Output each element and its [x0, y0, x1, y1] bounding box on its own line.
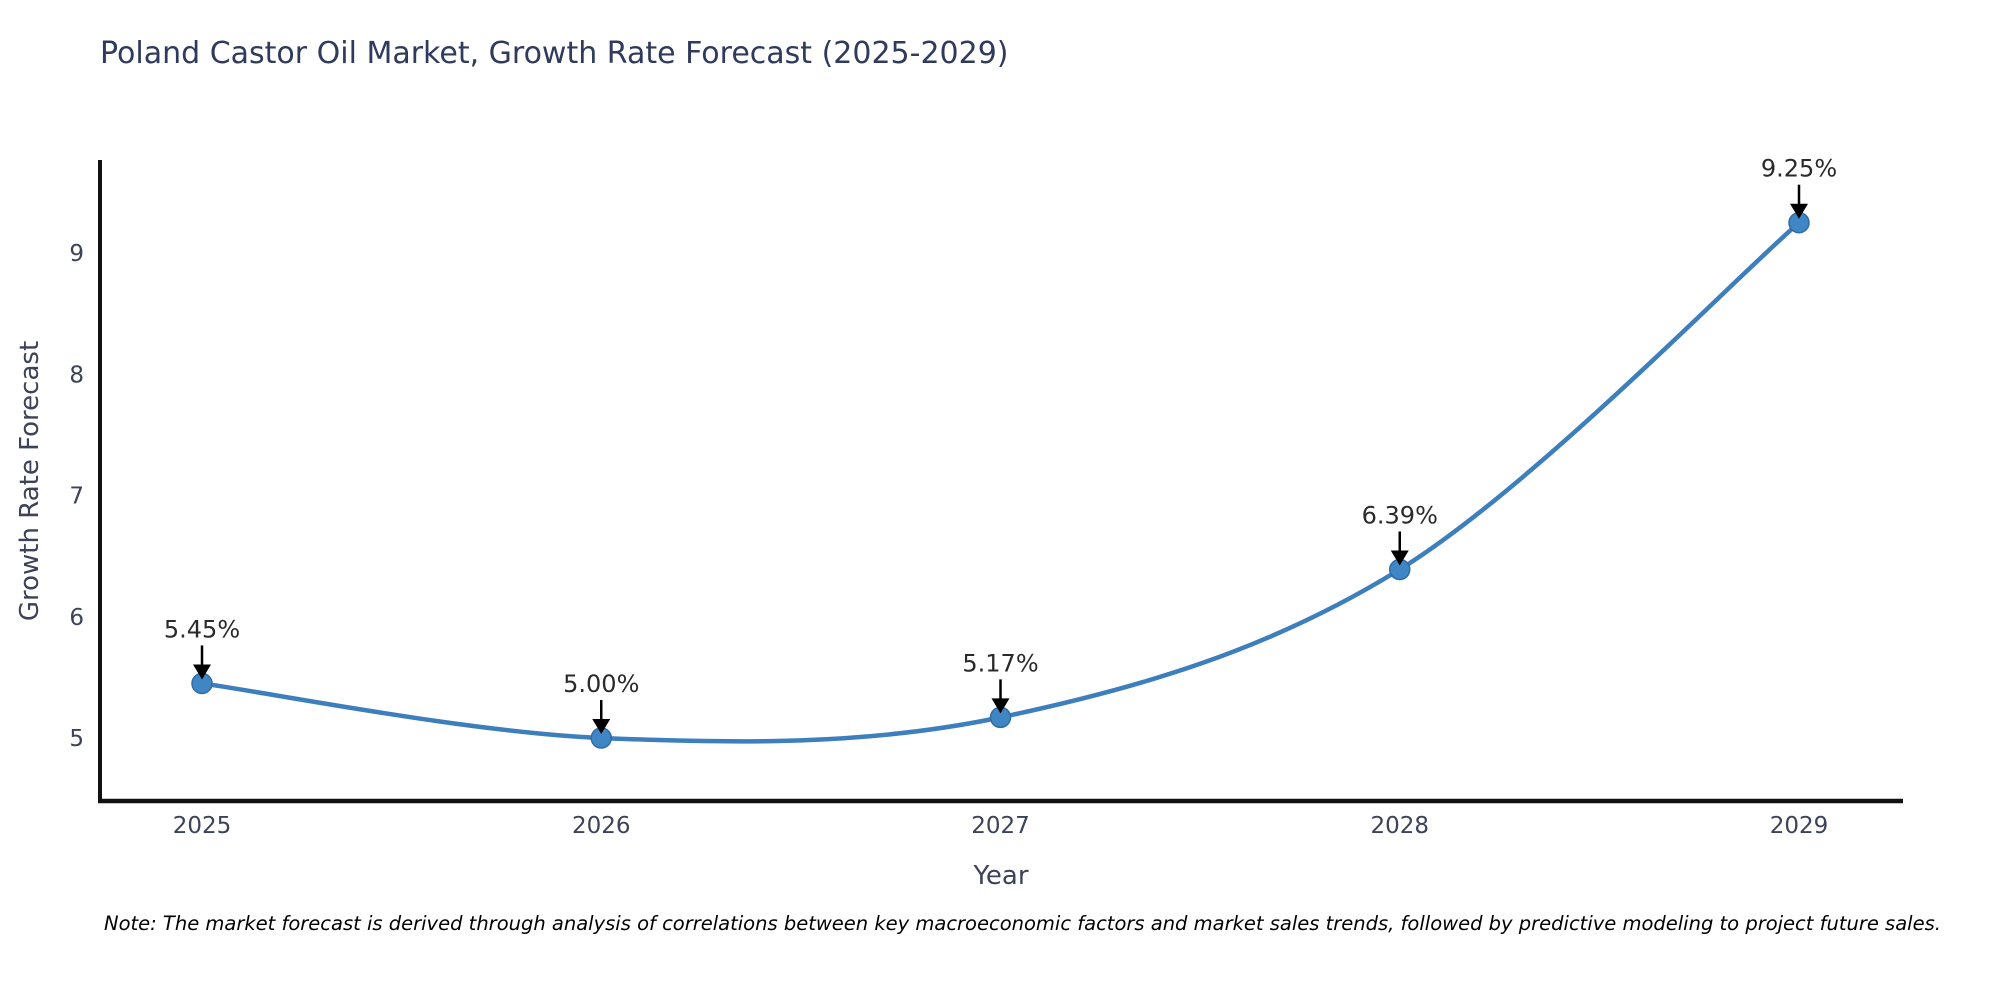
- x-tick-label-2029: 2029: [1770, 813, 1829, 839]
- footnote: Note: The market forecast is derived thr…: [104, 912, 1941, 935]
- annotation-arrow-head: [1790, 203, 1808, 219]
- x-tick-label-2028: 2028: [1370, 813, 1429, 839]
- annotation-arrow-head: [592, 719, 611, 734]
- x-tick-label-2027: 2027: [971, 813, 1030, 839]
- y-tick-label-8: 8: [69, 362, 84, 388]
- annotation-label-2025: 5.45%: [164, 615, 240, 643]
- y-tick-label-6: 6: [69, 605, 84, 631]
- annotation-arrow-head: [991, 698, 1010, 714]
- y-tick-label-7: 7: [69, 484, 84, 510]
- x-tick-label-2026: 2026: [572, 813, 631, 839]
- y-tick-label-5: 5: [69, 726, 84, 752]
- annotation-arrow-head: [1390, 550, 1409, 566]
- annotation-label-2026: 5.00%: [563, 670, 639, 698]
- annotation-label-2028: 6.39%: [1362, 501, 1438, 529]
- x-axis-label: Year: [973, 861, 1029, 891]
- y-tick-label-9: 9: [69, 241, 84, 267]
- annotation-label-2027: 5.17%: [962, 649, 1038, 677]
- y-axis-label: Growth Rate Forecast: [15, 340, 45, 622]
- x-tick-label-2025: 2025: [173, 813, 232, 839]
- chart-title: Poland Castor Oil Market, Growth Rate Fo…: [100, 36, 1009, 71]
- annotation-label-2029: 9.25%: [1761, 155, 1837, 183]
- annotation-arrow-head: [193, 664, 211, 680]
